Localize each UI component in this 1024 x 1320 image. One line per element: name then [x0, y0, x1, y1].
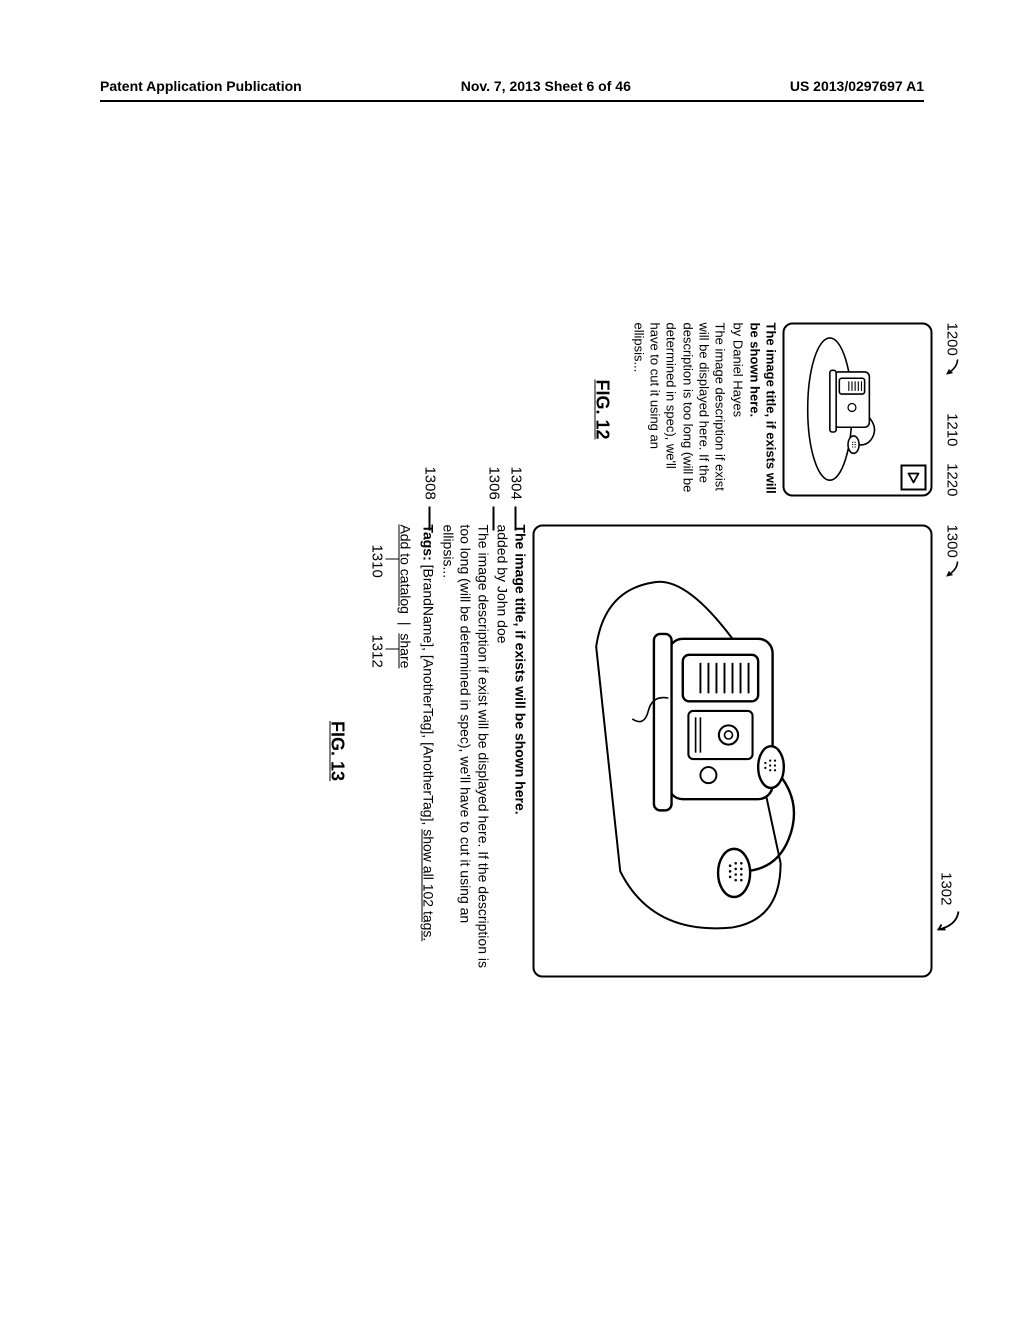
- ref-1302-label: 1302: [938, 872, 955, 905]
- fig12-description: The image description if exist will be d…: [630, 323, 728, 497]
- figure-12: 1200 1210 1220: [591, 323, 932, 497]
- callout-1310: 1310: [369, 544, 386, 577]
- ref-1200: 1200: [944, 323, 961, 380]
- figure-area: 1200 1210 1220: [113, 323, 933, 978]
- arrow-icon: [944, 358, 960, 380]
- ref-1200-label: 1200: [944, 323, 961, 356]
- header-rule: [100, 100, 924, 102]
- fig12-label: FIG. 12: [591, 323, 612, 497]
- product-illustration-large: [535, 526, 931, 975]
- tags-list: [BrandName], [AnotherTag], [AnotherTag],: [421, 565, 437, 826]
- ref-1302: 1302: [933, 872, 961, 937]
- byline-prefix: by: [731, 323, 746, 340]
- fig13-image-card: [533, 524, 933, 977]
- callout-1308: 1308: [422, 466, 439, 499]
- arrow-icon: [933, 908, 961, 938]
- fig13-byline: added by John doe: [494, 524, 512, 977]
- tags-show-all[interactable]: show all 102 tags.: [421, 829, 437, 941]
- play-button[interactable]: [901, 464, 927, 490]
- play-icon: [907, 470, 921, 484]
- callout-1312-label: 1312: [369, 634, 386, 667]
- fig12-byline: by Daniel Hayes: [730, 323, 746, 497]
- header-right: US 2013/0297697 A1: [790, 78, 924, 94]
- fig13-meta: The image title, if exists will be shown…: [396, 524, 529, 977]
- add-to-catalog-link[interactable]: Add to catalog: [398, 524, 414, 614]
- fig13-label: FIG. 13: [327, 524, 348, 977]
- share-link[interactable]: share: [398, 633, 414, 668]
- ref-1300: 1300: [944, 524, 961, 581]
- ref-1300-label: 1300: [944, 524, 961, 557]
- callout-1306: 1306: [486, 466, 503, 499]
- fig12-meta: The image title, if exists will be shown…: [630, 323, 778, 497]
- callout-1304: 1304: [508, 466, 525, 499]
- fig13-actions: Add to catalog | share: [396, 524, 414, 977]
- callout-1310-label: 1310: [369, 544, 386, 577]
- ref-1220: 1220: [944, 463, 961, 496]
- byline-name: John doe: [495, 586, 511, 644]
- action-separator: |: [398, 622, 414, 626]
- figure-13: 1300 1302: [327, 524, 933, 977]
- ref-1210: 1210: [944, 413, 961, 446]
- header-center: Nov. 7, 2013 Sheet 6 of 46: [461, 78, 631, 94]
- callout-1312: 1312: [369, 634, 386, 667]
- byline-name: Daniel Hayes: [731, 340, 746, 417]
- fig13-title: The image title, if exists will be shown…: [511, 524, 529, 977]
- fig12-title: The image title, if exists will be shown…: [746, 323, 779, 497]
- header-left: Patent Application Publication: [100, 78, 302, 94]
- arrow-icon: [944, 560, 960, 582]
- byline-prefix: added by: [495, 524, 511, 586]
- page-header: Patent Application Publication Nov. 7, 2…: [100, 78, 924, 94]
- fig13-tags: Tags: [BrandName], [AnotherTag], [Anothe…: [420, 524, 438, 977]
- fig13-description: The image description if exist will be d…: [439, 524, 492, 977]
